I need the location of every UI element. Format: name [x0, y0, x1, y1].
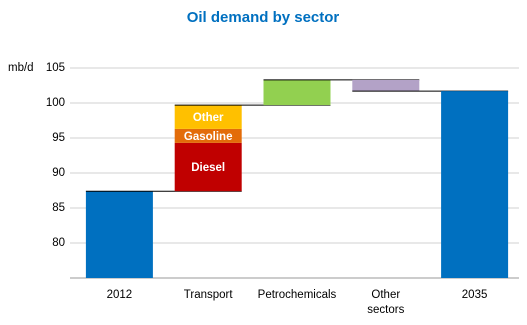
- bar-segment: [174, 128, 242, 143]
- segment-label: Diesel: [191, 162, 225, 174]
- bar-segment: [174, 142, 242, 192]
- bar-segment: [85, 191, 153, 278]
- x-tick-label: Other sectors: [367, 289, 405, 316]
- y-tick-label: 80: [52, 237, 65, 249]
- bar-segment: [352, 79, 420, 92]
- segment-label: Gasoline: [184, 131, 233, 143]
- y-tick-label: 95: [52, 132, 65, 144]
- bar-segment: [263, 79, 331, 106]
- y-axis-label: mb/d: [8, 62, 34, 74]
- y-tick-label: 90: [52, 167, 65, 179]
- x-tick-label: 2012: [106, 289, 133, 301]
- x-tick-label: Transport: [183, 289, 233, 301]
- y-tick-label: 105: [46, 62, 65, 74]
- bar-segment: [174, 105, 242, 129]
- bar-segment: [441, 91, 509, 278]
- x-tick-label: 2035: [461, 289, 488, 301]
- y-tick-label: 85: [52, 202, 65, 214]
- segment-label: Other: [193, 112, 224, 124]
- x-tick-label: Petrochemicals: [257, 289, 337, 301]
- chart-title: Oil demand by sector: [187, 9, 340, 26]
- y-tick-label: 100: [46, 97, 65, 109]
